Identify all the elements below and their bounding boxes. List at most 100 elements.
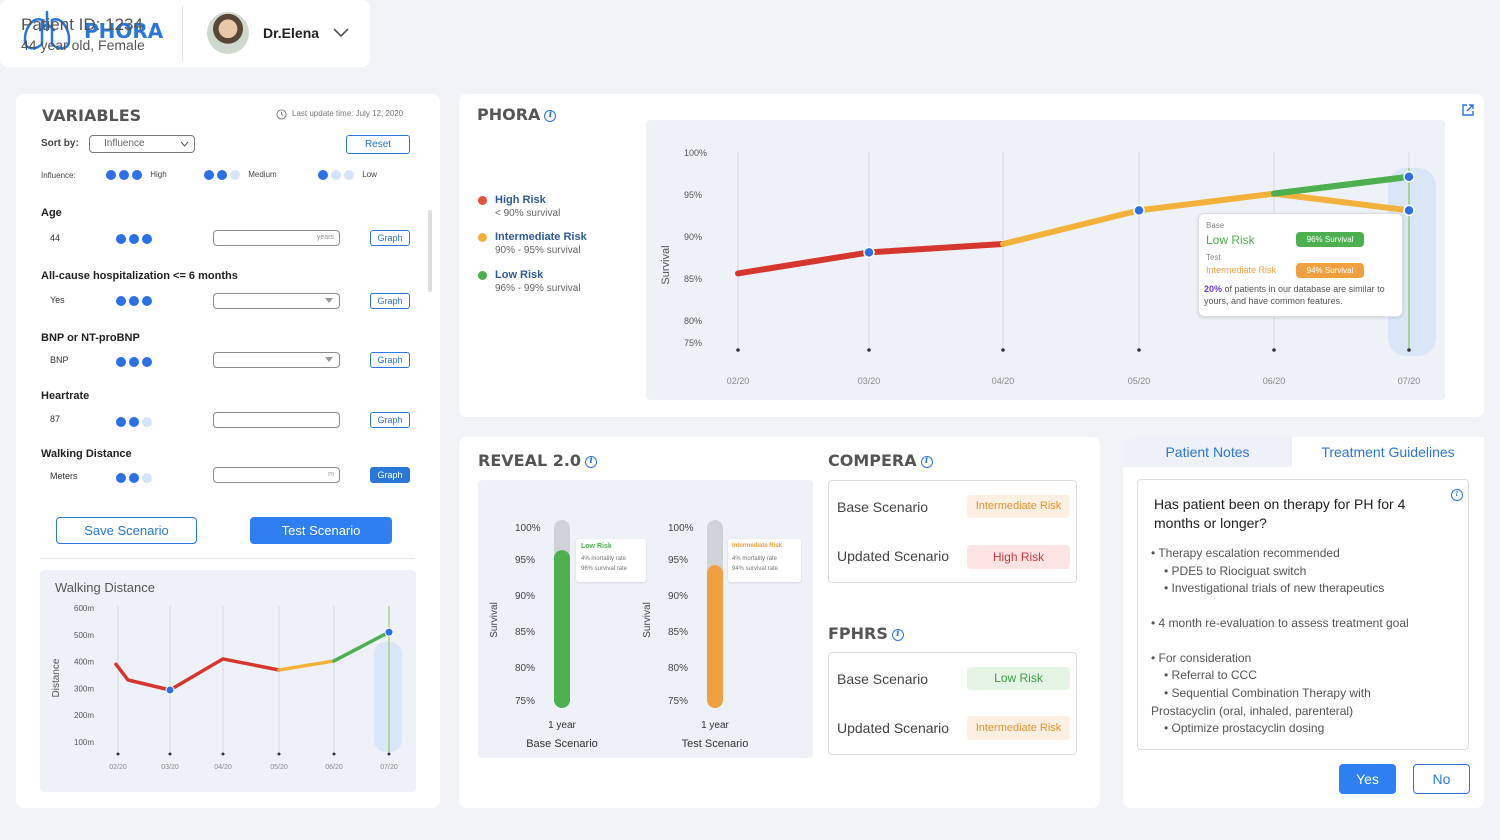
hospitalization-select[interactable]	[213, 293, 340, 309]
reset-button[interactable]: Reset	[346, 135, 410, 154]
fphrs-updated-risk: Intermediate Risk	[967, 716, 1070, 740]
tooltip-note-text: of patients in our database are similar …	[1204, 284, 1385, 306]
x-tick-label: 04/20	[992, 376, 1015, 386]
avatar[interactable]	[207, 12, 249, 54]
info-icon[interactable]: i	[544, 109, 557, 122]
reveal-title: REVEAL 2.0	[478, 451, 582, 470]
scrollbar[interactable]	[428, 210, 432, 292]
guideline-line: • Investigational trials of new therapeu…	[1164, 581, 1385, 595]
divider	[40, 558, 415, 559]
no-button[interactable]: No	[1413, 764, 1470, 794]
bnp-select[interactable]	[213, 352, 340, 368]
tab-treatment-guidelines[interactable]: Treatment Guidelines	[1292, 437, 1484, 467]
base-series-segment	[735, 249, 872, 277]
legend-swatch	[478, 196, 487, 205]
walking-distance-input[interactable]: m	[213, 467, 340, 483]
chevron-down-icon[interactable]	[333, 28, 349, 38]
y-tick-label: 100%	[515, 523, 541, 534]
tooltip-test-pill: 94% Survival	[1296, 263, 1364, 278]
phora-tooltip: Base Low Risk 96% Survival Test Intermed…	[1198, 213, 1403, 317]
compera-box: Base Scenario Intermediate Risk Updated …	[828, 480, 1077, 583]
y-tick-label: 90%	[684, 232, 702, 242]
doctor-name[interactable]: Dr.Elena	[263, 25, 320, 41]
legend-swatch	[478, 271, 487, 280]
save-scenario-button[interactable]: Save Scenario	[56, 517, 197, 544]
age-input[interactable]: years	[213, 230, 340, 246]
y-tick-label: 75%	[515, 696, 535, 707]
guideline-line: • Sequential Combination Therapy with	[1164, 686, 1371, 700]
highlight-band	[374, 642, 402, 752]
expand-icon[interactable]	[1461, 103, 1475, 117]
patient-card: Patient ID: 1234 44 year old, Female Dr.…	[0, 0, 370, 67]
legend-low-label: Low	[362, 170, 377, 179]
variable-label-walking-distance: Walking Distance	[41, 448, 132, 460]
heartrate-input[interactable]	[213, 412, 340, 428]
influence-dots	[116, 473, 155, 484]
info-icon[interactable]: i	[1451, 489, 1463, 501]
walking-distance-graph-button[interactable]: Graph	[370, 467, 410, 483]
yes-button[interactable]: Yes	[1339, 764, 1396, 794]
x-tick-label: 07/20	[380, 764, 398, 771]
variable-label-heartrate: Heartrate	[41, 390, 90, 402]
tooltip-line: 96% survival rate	[581, 566, 628, 572]
legend-name: High Risk	[495, 194, 546, 206]
reveal-title-row: REVEAL 2.0 i	[478, 451, 598, 470]
legend-name: Intermediate Risk	[495, 231, 587, 243]
legend-desc: 96% - 99% survival	[495, 283, 581, 294]
sort-select[interactable]: Influence	[89, 135, 195, 153]
influence-dots	[116, 417, 155, 428]
scores-panel: REVEAL 2.0 i 100% 95% 90% 85% 80% 75% Survival 1…	[459, 437, 1100, 808]
tab-patient-notes[interactable]: Patient Notes	[1123, 437, 1292, 467]
variable-value-age: 44	[50, 233, 61, 243]
base-series-segment	[1271, 173, 1412, 197]
phora-panel: PHORA i High Risk < 90% survival Intermed…	[459, 94, 1484, 417]
x-tick-label: 02/20	[109, 764, 127, 771]
base-series-segment	[866, 241, 1006, 256]
y-tick-label: 300m	[74, 684, 94, 693]
x-tick-label: 03/20	[858, 376, 881, 386]
guideline-line: • 4 month re-evaluation to assess treatm…	[1151, 616, 1409, 630]
walking-distance-chart: 02/20 03/20 04/20 05/20 06/20 07/20 600m 500m 40…	[51, 604, 402, 771]
age-graph-button[interactable]: Graph	[370, 230, 410, 246]
x-tick-dot	[736, 348, 740, 352]
walking-chart-title: Walking Distance	[55, 580, 155, 595]
variable-label-age: Age	[41, 207, 62, 219]
bnp-graph-button[interactable]: Graph	[370, 352, 410, 368]
lungs-icon	[23, 10, 71, 50]
guideline-line: • Referral to CCC	[1164, 668, 1257, 682]
x-tick-label: 04/20	[214, 764, 232, 771]
x-tick-label: 02/20	[727, 376, 750, 386]
x-tick-label: 06/20	[1263, 376, 1286, 386]
y-tick-label: 80%	[684, 316, 702, 326]
x-tick-label: 06/20	[325, 764, 343, 771]
influence-legend-low: Low	[318, 170, 377, 183]
compera-title-row: COMPERA i	[828, 451, 933, 470]
guideline-question: Has patient been on therapy for PH for 4…	[1154, 496, 1406, 531]
caret-icon	[325, 357, 333, 362]
y-tick-label: 85%	[684, 274, 702, 284]
test-scenario-button[interactable]: Test Scenario	[250, 517, 392, 544]
info-icon[interactable]: i	[920, 455, 933, 468]
hospitalization-graph-button[interactable]: Graph	[370, 293, 410, 309]
info-icon[interactable]: i	[891, 628, 904, 641]
fphrs-title-row: FPHRS i	[828, 624, 904, 643]
variable-value-bnp: BNP	[50, 355, 69, 365]
y-tick-label: 80%	[515, 663, 535, 674]
series-segment	[277, 659, 336, 672]
influence-dots	[116, 357, 155, 368]
y-tick-label: 200m	[74, 711, 94, 720]
fphrs-base-risk: Low Risk	[967, 667, 1070, 690]
info-icon[interactable]: i	[585, 455, 598, 468]
data-point	[384, 627, 394, 637]
legend-desc: < 90% survival	[495, 208, 561, 219]
legend-medium-label: Medium	[248, 170, 277, 179]
guidelines-box: i Has patient been on therapy for PH for…	[1137, 479, 1469, 750]
phora-title: PHORA	[477, 105, 541, 124]
y-tick-label: 75%	[668, 696, 688, 707]
data-point	[165, 685, 175, 695]
heartrate-graph-button[interactable]: Graph	[370, 412, 410, 428]
app-logo[interactable]: PHORA	[22, 8, 172, 52]
x-tick-dot	[387, 752, 391, 756]
x-tick-label: 03/20	[161, 764, 179, 771]
legend-swatch	[478, 233, 487, 242]
